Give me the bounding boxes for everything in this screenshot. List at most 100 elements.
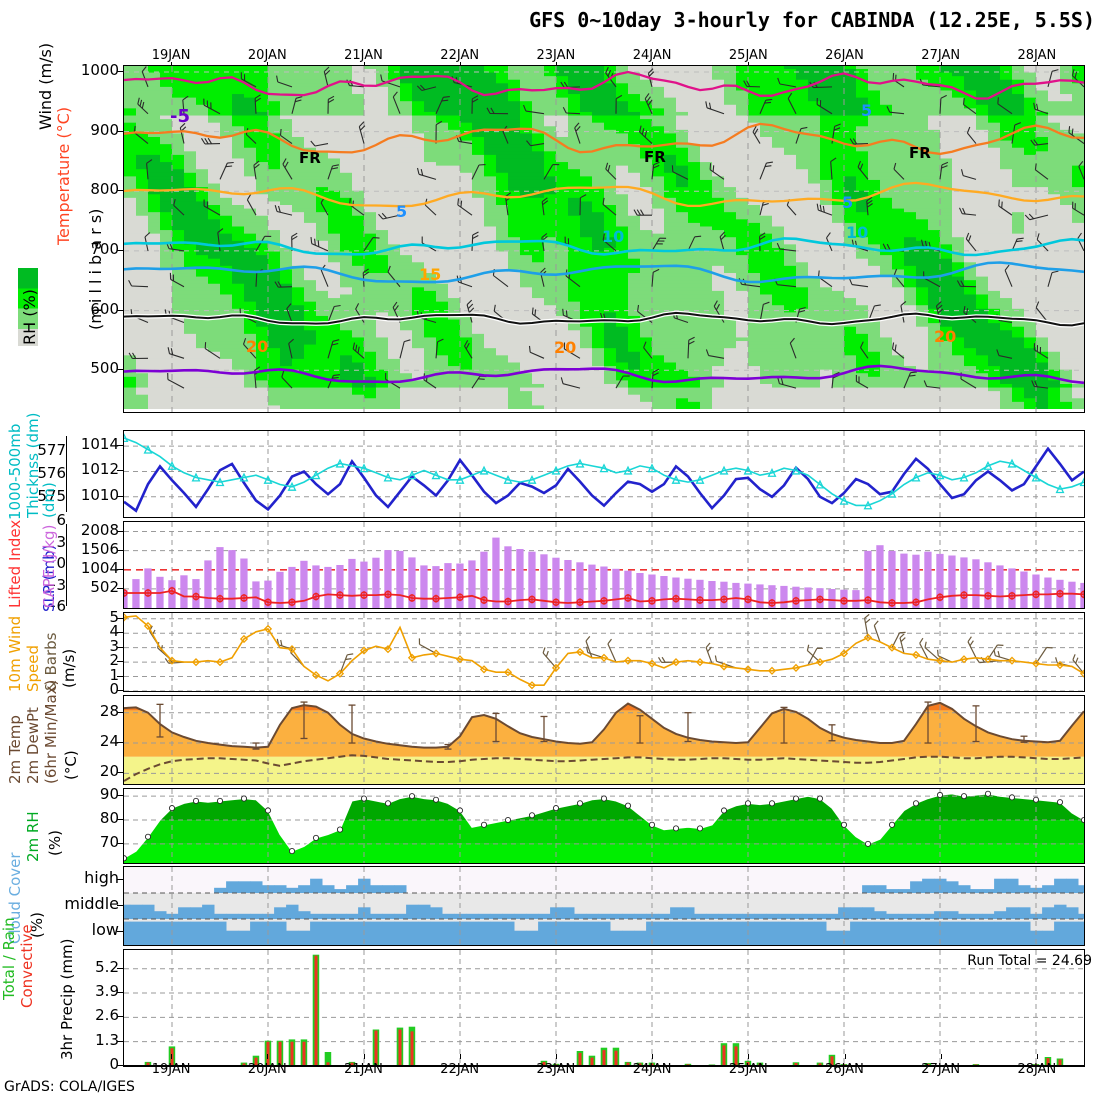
wind-barb bbox=[998, 355, 1013, 359]
wind-barb-flag bbox=[170, 348, 174, 355]
wind-barb-flag bbox=[392, 91, 398, 98]
wind-barb-flag bbox=[146, 159, 153, 164]
cape-bar bbox=[1080, 582, 1084, 608]
wind-barb-flag bbox=[607, 69, 612, 77]
rh-marker bbox=[744, 800, 752, 807]
contour-label: -5 bbox=[170, 106, 190, 127]
wind-barb bbox=[853, 143, 869, 145]
thickness-marker bbox=[215, 477, 225, 487]
axis-label: 20 bbox=[99, 762, 119, 781]
wind-barb-flag bbox=[1034, 163, 1037, 170]
wind-speed-marker bbox=[1007, 656, 1017, 665]
wind-barb bbox=[131, 285, 149, 288]
time-tick-label: 27JAN bbox=[921, 1062, 961, 1077]
wind-barb bbox=[866, 200, 869, 216]
cape-bar bbox=[732, 582, 740, 608]
wind-speed-marker bbox=[311, 670, 321, 680]
cape-bar bbox=[492, 537, 500, 608]
wind-barb bbox=[813, 86, 833, 89]
rh-marker bbox=[552, 805, 560, 812]
wind-barb bbox=[320, 202, 329, 216]
time-tick-mark bbox=[267, 62, 269, 67]
precip-convective-bar bbox=[758, 1063, 762, 1066]
wind-barb-flag bbox=[857, 160, 862, 168]
precip-convective-bar bbox=[590, 1057, 594, 1066]
cloud-bar bbox=[730, 913, 743, 919]
thickness-marker bbox=[479, 465, 489, 475]
axis-label: 1014 bbox=[80, 435, 119, 454]
cloud-bar bbox=[1042, 907, 1055, 919]
wind-barb bbox=[903, 372, 912, 389]
wind-barb-flag bbox=[437, 338, 444, 343]
wind-barb bbox=[170, 278, 185, 288]
wind-barb-flag bbox=[394, 305, 399, 312]
wind-barb-flag bbox=[416, 85, 423, 91]
wind-barb-flag bbox=[705, 101, 708, 108]
cloud-bar bbox=[622, 930, 635, 945]
cloud-bar bbox=[862, 907, 875, 919]
page-title: GFS 0~10day 3-hourly for CABINDA (12.25E… bbox=[529, 8, 1095, 32]
time-tick-label: 28JAN bbox=[1017, 1062, 1057, 1077]
time-tick-label: 21JAN bbox=[344, 48, 383, 63]
cape-bar bbox=[348, 558, 356, 608]
cape-bar bbox=[660, 576, 668, 608]
wind-barb-flag bbox=[707, 646, 712, 652]
cape-bar bbox=[444, 563, 452, 608]
wind-barb-flag bbox=[900, 300, 907, 307]
wind-barb-flag bbox=[998, 199, 1000, 207]
rh-marker bbox=[936, 791, 944, 799]
contour-label: 10 bbox=[602, 227, 624, 246]
cloud-bar bbox=[334, 913, 347, 919]
cloud-bar bbox=[682, 907, 695, 919]
run-total-annotation: Run Total = 24.69 bbox=[967, 953, 1092, 969]
wind-barb-flag bbox=[435, 120, 443, 126]
wind-barb-flag bbox=[648, 71, 655, 77]
dewpt-line bbox=[124, 754, 1084, 782]
contour-temp-25 bbox=[124, 70, 1084, 100]
wind-barb bbox=[816, 104, 833, 115]
wind-barb-flag bbox=[936, 304, 943, 310]
cloud-bar bbox=[1078, 913, 1084, 919]
wind-barb-flag bbox=[652, 268, 660, 273]
thickness-marker bbox=[767, 467, 777, 477]
wind-barb-flag bbox=[817, 270, 820, 278]
wind-barb-flag bbox=[541, 197, 548, 203]
cloud-bar bbox=[298, 930, 311, 945]
wind-barb-flag bbox=[787, 92, 793, 99]
thickness-marker bbox=[167, 461, 177, 470]
axis-label: 1506 bbox=[80, 539, 119, 558]
cloud-bar bbox=[610, 913, 623, 919]
cloud-bar bbox=[490, 913, 503, 919]
wind-barb-flag bbox=[849, 138, 855, 145]
cloud-bar bbox=[874, 921, 887, 945]
wind-barb bbox=[1029, 214, 1049, 221]
wind-barb bbox=[203, 104, 221, 115]
wind-barb-flag bbox=[282, 158, 287, 165]
axis-label: 70 bbox=[99, 832, 119, 851]
y-tick-mark bbox=[117, 905, 123, 906]
cape-bar bbox=[672, 577, 680, 608]
rh-marker bbox=[360, 795, 368, 802]
cloud-bar bbox=[514, 913, 527, 919]
wind-barb bbox=[939, 164, 943, 180]
cloud-bar bbox=[694, 913, 707, 919]
cloud-bar bbox=[778, 913, 791, 919]
wind-barb bbox=[851, 284, 869, 288]
wind-barb-flag bbox=[253, 160, 260, 166]
axis-label: 24 bbox=[99, 732, 119, 751]
wind-speed-marker bbox=[743, 665, 753, 674]
cloud-bar bbox=[958, 921, 971, 945]
wind-barb bbox=[458, 281, 473, 288]
wind-barb bbox=[421, 86, 437, 92]
wind-barb bbox=[965, 238, 977, 252]
wind-barb bbox=[323, 71, 329, 88]
time-tick-mark bbox=[940, 1054, 942, 1059]
cloud-bar bbox=[178, 921, 191, 945]
wind-barb-flag bbox=[167, 347, 171, 354]
thickness-marker bbox=[143, 444, 153, 454]
wind-barb bbox=[458, 140, 473, 145]
rh-marker bbox=[624, 802, 632, 809]
wind-barb-flag bbox=[965, 232, 970, 240]
cape-bar bbox=[468, 560, 476, 608]
cloud-bar bbox=[370, 913, 383, 919]
